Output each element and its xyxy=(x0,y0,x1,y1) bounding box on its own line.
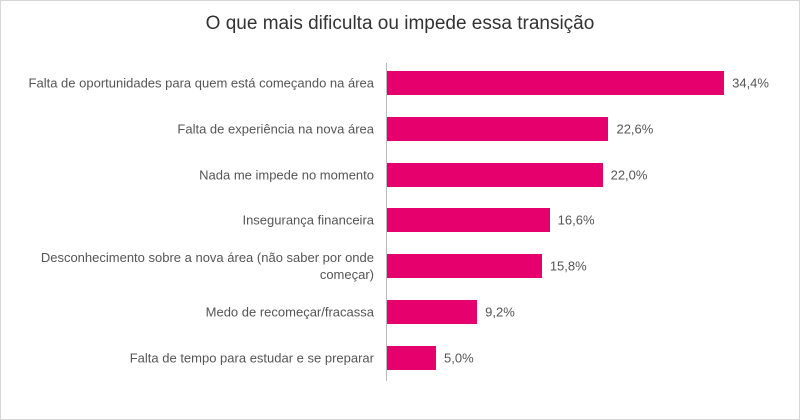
category-label: Medo de recomeçar/fracassa xyxy=(205,304,374,320)
category-label: Nada me impede no momento xyxy=(199,167,374,183)
value-label: 22,6% xyxy=(616,121,654,137)
value-label: 34,4% xyxy=(732,75,769,91)
category-label: Falta de oportunidades para quem está co… xyxy=(28,75,374,91)
category-label: Insegurança financeira xyxy=(242,212,374,228)
axis-line xyxy=(386,63,387,381)
bar xyxy=(387,208,550,233)
bar xyxy=(387,300,478,324)
value-label: 15,8% xyxy=(549,258,587,274)
value-label: 9,2% xyxy=(485,304,515,320)
category-label: Desconhecimento sobre a nova área (não s… xyxy=(40,250,374,283)
value-label: 5,0% xyxy=(444,350,474,366)
bar xyxy=(387,162,603,187)
bar xyxy=(387,345,436,370)
bar xyxy=(387,71,725,95)
bar xyxy=(387,116,609,141)
chart-title: O que mais dificulta ou impede essa tran… xyxy=(205,13,595,34)
category-label: Falta de tempo para estudar e se prepara… xyxy=(129,350,374,366)
value-label: 16,6% xyxy=(557,212,595,228)
bar xyxy=(387,254,542,279)
category-label: Falta de experiência na nova área xyxy=(177,121,374,137)
value-label: 22,0% xyxy=(610,167,648,183)
